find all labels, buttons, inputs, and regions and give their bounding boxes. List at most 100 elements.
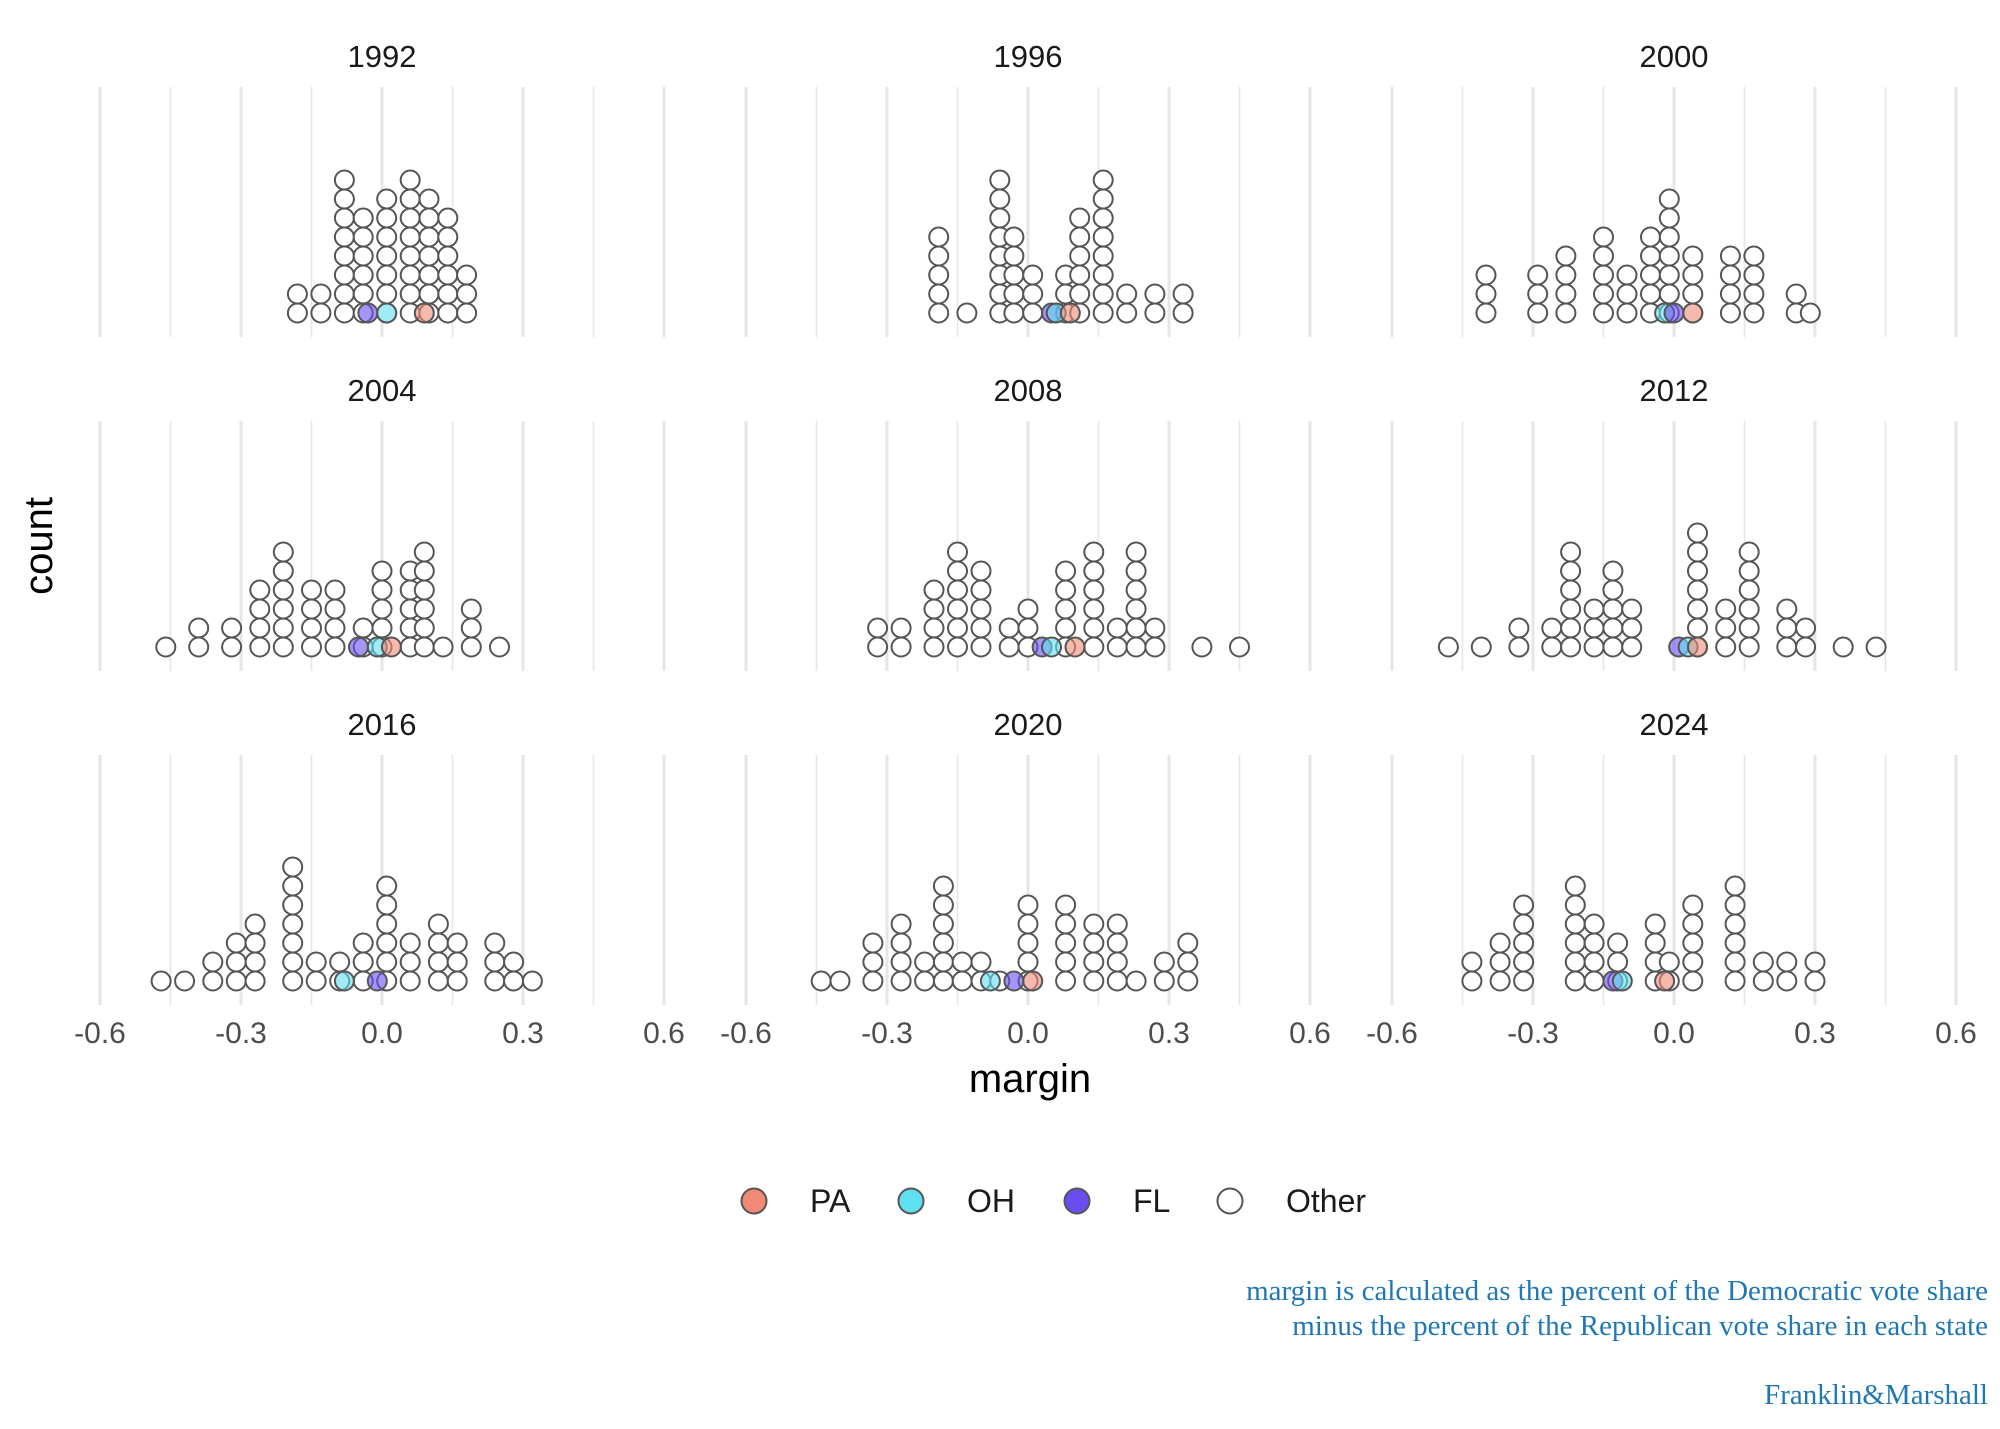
dot-other	[225, 951, 247, 973]
dot-other	[1804, 970, 1826, 992]
dot-other	[352, 264, 374, 286]
dot-other	[1560, 579, 1582, 601]
dot-other	[890, 932, 912, 954]
dot-other	[1719, 245, 1741, 267]
dot-other	[1017, 913, 1039, 935]
dot-other	[1724, 913, 1746, 935]
dot-pa	[380, 636, 402, 658]
dot-other	[460, 636, 482, 658]
x-tick-label: 0.6	[1935, 1017, 1977, 1050]
dot-other	[249, 579, 271, 601]
dot-other	[1682, 932, 1704, 954]
dot-other	[1083, 970, 1105, 992]
dot-other	[272, 617, 294, 639]
dot-other	[1177, 970, 1199, 992]
dot-oh	[979, 970, 1001, 992]
dot-other	[1017, 932, 1039, 954]
dot-other	[951, 951, 973, 973]
dot-other	[221, 636, 243, 658]
dot-other	[301, 636, 322, 658]
dot-other	[437, 245, 459, 267]
dot-other	[1602, 617, 1624, 639]
dot-other	[1776, 951, 1798, 973]
dot-other	[1602, 598, 1624, 620]
dot-other	[333, 283, 355, 305]
dot-other	[1621, 598, 1643, 620]
dot-other	[1564, 913, 1586, 935]
dot-other	[1560, 636, 1582, 658]
dot-other	[1144, 617, 1166, 639]
dot-other	[1564, 970, 1586, 992]
dot-other	[282, 951, 304, 973]
dot-other	[989, 188, 1011, 210]
dot-other	[352, 207, 374, 229]
dot-other	[1055, 579, 1077, 601]
dot-other	[928, 283, 950, 305]
dot-other	[1724, 951, 1746, 973]
strip-title: 2000	[1640, 39, 1709, 74]
dot-other	[503, 970, 525, 992]
dot-other	[1106, 932, 1128, 954]
dot-other	[1724, 894, 1746, 916]
dot-other	[1593, 302, 1614, 324]
y-axis-title: count	[17, 497, 61, 595]
dot-other	[890, 617, 912, 639]
dot-other	[1475, 283, 1497, 305]
dot-pa	[1687, 636, 1708, 658]
dot-other	[1607, 932, 1629, 954]
dot-other	[489, 636, 510, 658]
dot-other	[1069, 264, 1091, 286]
dot-other	[413, 579, 435, 601]
dot-other	[989, 169, 1011, 191]
dot-other	[484, 970, 506, 992]
dot-other	[1092, 188, 1114, 210]
facet-panel-1992: 1992	[98, 39, 666, 337]
dot-other	[1682, 264, 1704, 286]
dot-other	[437, 264, 459, 286]
dot-other	[1715, 598, 1737, 620]
dot-other	[1804, 951, 1826, 973]
dot-other	[399, 226, 421, 248]
dot-other	[427, 932, 449, 954]
dot-other	[1003, 226, 1025, 248]
strip-title: 1996	[994, 39, 1063, 74]
x-tick-label: 0.0	[1653, 1017, 1695, 1050]
dot-pa	[413, 302, 435, 324]
dot-other	[418, 226, 440, 248]
dot-other	[413, 636, 435, 658]
dot-other	[413, 541, 435, 563]
dot-other	[1583, 598, 1605, 620]
dot-other	[399, 932, 421, 954]
dot-other	[1003, 245, 1025, 267]
dot-pa	[1654, 970, 1676, 992]
dot-other	[1083, 913, 1105, 935]
dot-other	[376, 207, 398, 229]
dot-other	[456, 302, 478, 324]
dot-other	[1687, 541, 1708, 563]
dot-other	[376, 283, 398, 305]
dot-other	[1724, 875, 1746, 897]
dot-other	[371, 579, 393, 601]
dot-other	[970, 951, 992, 973]
dot-other	[437, 283, 459, 305]
dot-other	[1489, 932, 1511, 954]
dot-other	[432, 636, 454, 658]
dot-other	[1602, 579, 1624, 601]
legend-label-pa: PA	[810, 1183, 851, 1219]
dot-other	[376, 932, 398, 954]
dot-other	[1092, 245, 1114, 267]
dot-other	[1644, 913, 1666, 935]
dot-other	[1658, 283, 1680, 305]
facet-panels: 1992 1996 2000 2004 2008 2012 2016 2020 2024	[98, 39, 1958, 1005]
dot-other	[1177, 932, 1199, 954]
x-tick-label: -0.6	[74, 1017, 126, 1050]
x-tick-label: -0.3	[861, 1017, 913, 1050]
dot-other	[1621, 617, 1643, 639]
dot-other	[376, 245, 398, 267]
dot-other	[427, 913, 449, 935]
dot-other	[1003, 302, 1025, 324]
dot-other	[418, 245, 440, 267]
dot-fl	[1003, 970, 1025, 992]
dot-other	[399, 188, 421, 210]
legend-label-other: Other	[1286, 1183, 1366, 1219]
